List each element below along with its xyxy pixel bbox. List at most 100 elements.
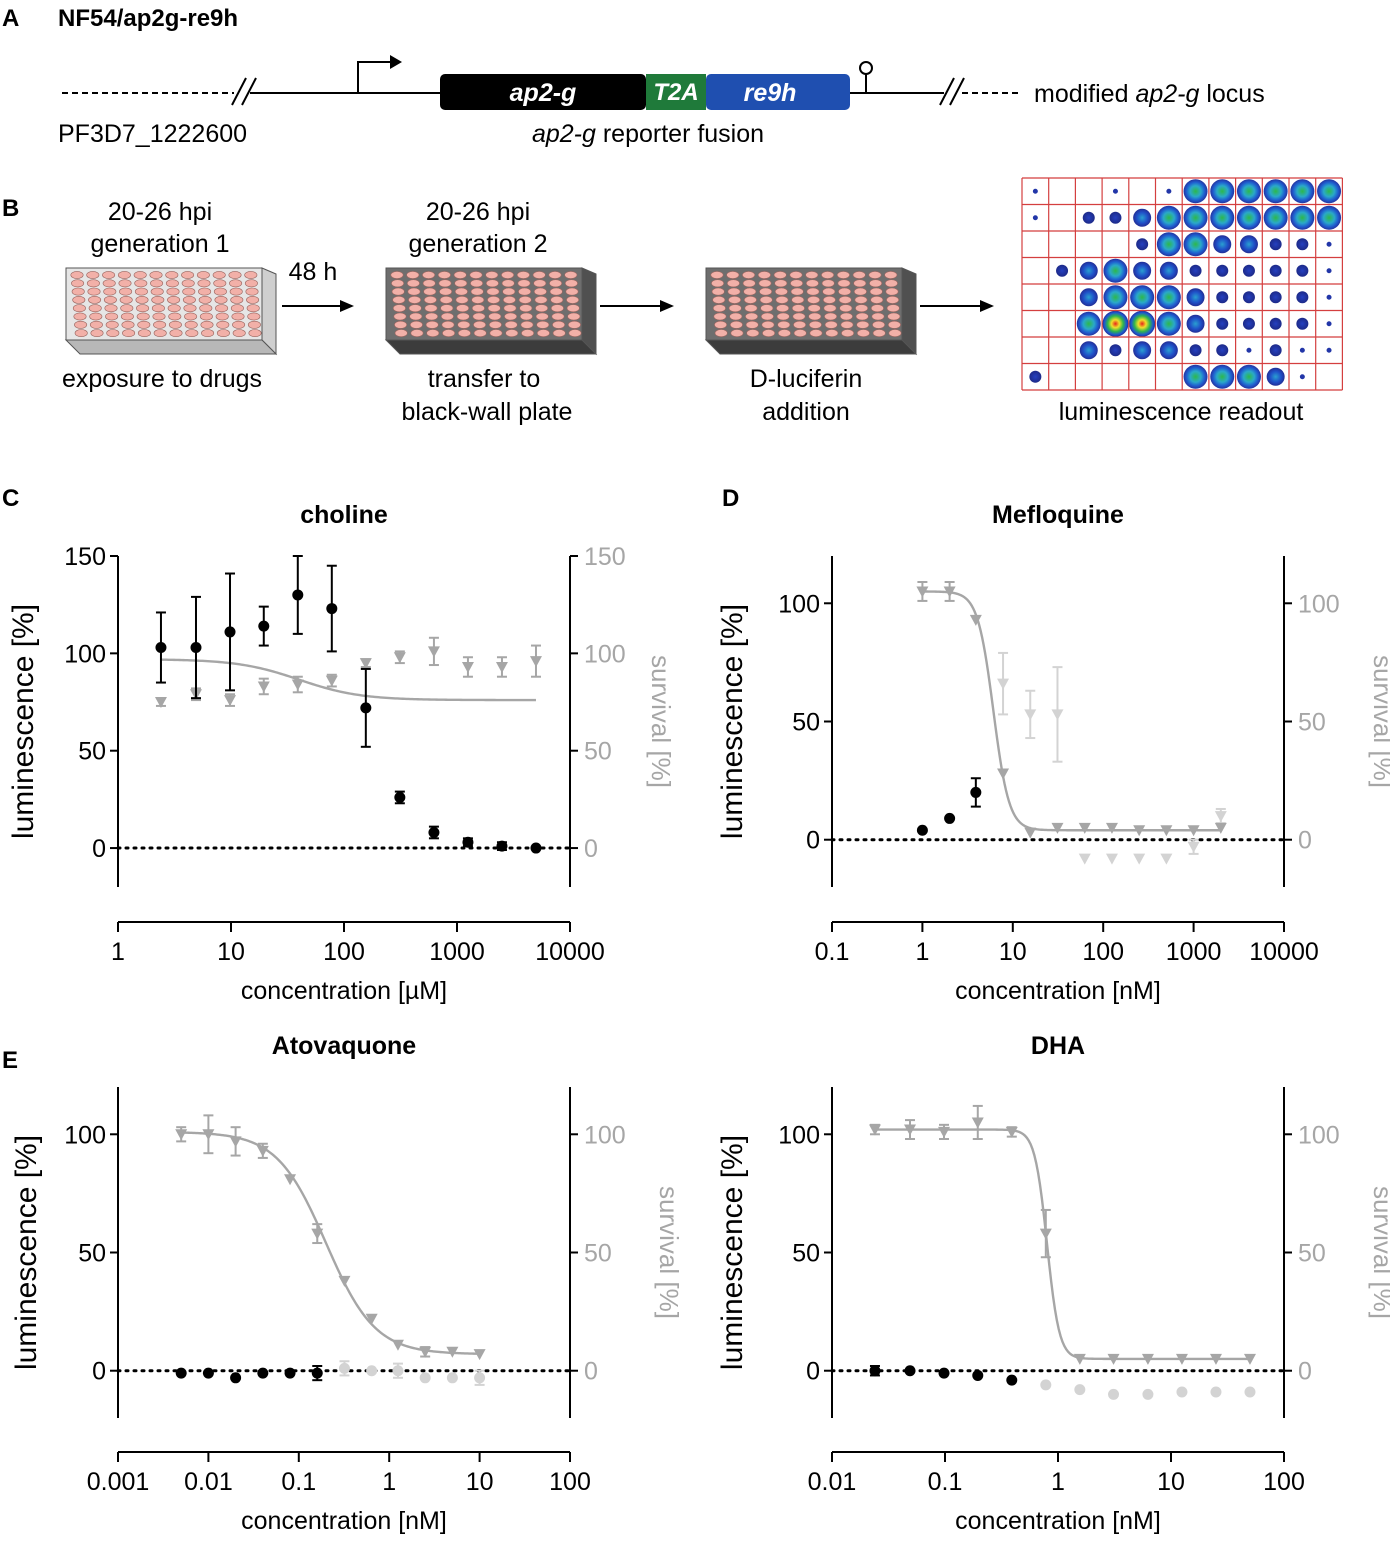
plate-well bbox=[566, 295, 580, 304]
luminescence-spot bbox=[1056, 264, 1069, 277]
plate-well bbox=[777, 320, 791, 329]
excluded-luminescence-point bbox=[366, 1365, 378, 1377]
survival-point bbox=[1107, 1353, 1120, 1365]
plate-well bbox=[821, 279, 835, 288]
luminescence-spot bbox=[1079, 261, 1098, 280]
plate-well bbox=[439, 287, 453, 296]
plate-well bbox=[487, 295, 501, 304]
luminescence-point bbox=[360, 702, 372, 714]
plate-well bbox=[183, 304, 197, 313]
luminescence-point bbox=[224, 626, 236, 638]
luminescence-spot bbox=[1299, 374, 1305, 380]
plate-well bbox=[746, 329, 760, 337]
y-tick-label-right: 0 bbox=[584, 1358, 598, 1386]
plate-well bbox=[552, 320, 566, 329]
plate-well bbox=[536, 329, 550, 337]
panel-d-label: D bbox=[722, 485, 739, 512]
plate-well bbox=[759, 287, 773, 296]
plate-well bbox=[168, 312, 182, 321]
plate-well bbox=[71, 287, 85, 296]
excluded-luminescence-point bbox=[392, 1365, 404, 1377]
plate-well bbox=[198, 287, 212, 296]
chart-title: Atovaquone bbox=[272, 1032, 417, 1060]
plate-well bbox=[456, 312, 470, 321]
plate-well bbox=[215, 304, 229, 313]
excluded-luminescence-point bbox=[474, 1372, 486, 1384]
luminescence-spot bbox=[1076, 311, 1101, 336]
plate-well bbox=[422, 271, 436, 279]
plate-well bbox=[825, 329, 839, 337]
plate-well bbox=[247, 312, 261, 321]
x-tick-label: 100 bbox=[549, 1468, 591, 1496]
y-tick-label-left: 100 bbox=[64, 1121, 106, 1149]
luminescence-spot bbox=[1326, 347, 1332, 353]
plate-well bbox=[200, 320, 214, 329]
plate-well bbox=[134, 279, 148, 288]
plate-well bbox=[393, 312, 407, 321]
plate-well bbox=[152, 312, 166, 321]
plate-well bbox=[822, 295, 836, 304]
plate-well bbox=[182, 295, 196, 304]
plate-well bbox=[793, 329, 807, 337]
luminescence-spot bbox=[1103, 285, 1128, 310]
plate-well bbox=[486, 287, 500, 296]
plate-well bbox=[711, 279, 725, 288]
plate-well bbox=[762, 329, 776, 337]
plate-well bbox=[229, 287, 243, 296]
luminescence-point bbox=[944, 812, 956, 824]
plate-well bbox=[726, 271, 740, 279]
luminescence-spot bbox=[1266, 367, 1285, 386]
plate-well bbox=[134, 287, 148, 296]
plate-well bbox=[118, 279, 132, 288]
y-tick-label-right: 100 bbox=[584, 1121, 626, 1149]
plate-well bbox=[409, 312, 423, 321]
plate-well bbox=[839, 304, 853, 313]
step1-caption: exposure to drugs bbox=[62, 365, 262, 393]
plate-well bbox=[805, 271, 819, 279]
plate-well bbox=[712, 295, 726, 304]
plate-well bbox=[821, 271, 835, 279]
plate-well bbox=[151, 295, 165, 304]
re9h-segment-label: re9h bbox=[744, 79, 797, 107]
plate-well bbox=[230, 304, 244, 313]
x-axis-title: concentration [nM] bbox=[955, 1507, 1161, 1535]
luminescence-point bbox=[311, 1367, 323, 1379]
plate-well bbox=[246, 295, 260, 304]
plate-well bbox=[72, 304, 86, 313]
plate-well bbox=[136, 304, 150, 313]
y-tick-label-left: 0 bbox=[92, 1358, 106, 1386]
plate-well bbox=[86, 279, 100, 288]
plate-well bbox=[149, 271, 163, 279]
plate-well bbox=[201, 329, 215, 337]
plate-well bbox=[89, 312, 103, 321]
excluded-luminescence-point bbox=[1108, 1388, 1120, 1400]
plate-well bbox=[711, 287, 725, 296]
plate-well bbox=[502, 295, 516, 304]
plate-well bbox=[215, 312, 229, 321]
chart-title: choline bbox=[300, 501, 388, 529]
luminescence-point bbox=[190, 642, 202, 654]
luminescence-point bbox=[496, 840, 508, 852]
survival-fit-curve bbox=[160, 658, 536, 702]
plate-well bbox=[120, 312, 134, 321]
y-tick-label-right: 50 bbox=[584, 738, 612, 766]
t2a-segment-label: T2A bbox=[653, 79, 698, 106]
plate-well bbox=[501, 279, 515, 288]
plate-well bbox=[394, 329, 408, 337]
survival-point bbox=[446, 1346, 459, 1358]
y-axis-title: luminescence [%] bbox=[7, 604, 40, 839]
y-axis-title: luminescence [%] bbox=[10, 1135, 43, 1370]
plate-well bbox=[153, 329, 167, 337]
re9h-segment bbox=[706, 74, 850, 110]
x-tick-label: 100 bbox=[323, 938, 365, 966]
survival-point bbox=[903, 1124, 916, 1136]
plate-well bbox=[518, 295, 532, 304]
survival-point bbox=[154, 697, 167, 709]
ap2g-segment bbox=[440, 74, 646, 110]
plate-well bbox=[757, 271, 771, 279]
excluded-survival-point bbox=[997, 678, 1010, 690]
luminescence-point bbox=[938, 1367, 950, 1379]
luminescence-spot bbox=[1183, 205, 1208, 230]
plate-well bbox=[888, 329, 902, 337]
luminescence-spot bbox=[1189, 344, 1202, 357]
